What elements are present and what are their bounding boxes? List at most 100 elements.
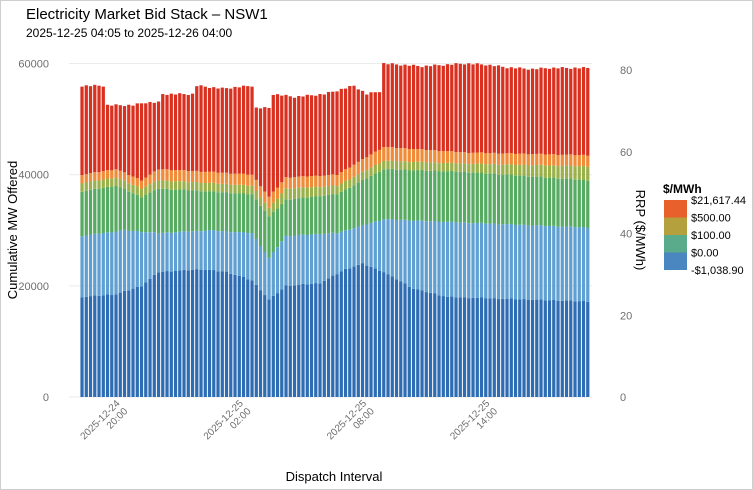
bar-segment (212, 191, 216, 231)
bar-segment (148, 278, 152, 397)
bar-segment (318, 187, 322, 197)
bar-segment (101, 86, 105, 172)
bar-segment (152, 171, 156, 182)
bar-segment (216, 271, 220, 397)
bar-segment (93, 180, 97, 189)
bar-segment (458, 171, 462, 223)
bar-segment (343, 180, 348, 190)
bar-segment (246, 194, 250, 234)
bar-segment (552, 165, 556, 178)
bar-segment (326, 278, 331, 397)
bar-segment (127, 175, 131, 184)
bar-segment (360, 159, 365, 172)
bar-segment (127, 290, 131, 397)
bar-segment (246, 174, 250, 186)
bar-segment (467, 153, 471, 165)
bar-segment (335, 274, 339, 397)
y2-tick-label: 20 (620, 310, 632, 322)
bar-segment (326, 174, 331, 187)
bar-segment (110, 295, 114, 397)
bar-segment (199, 269, 203, 397)
bar-segment (80, 86, 84, 176)
bar-segment (331, 232, 335, 276)
legend-label: $0.00 (691, 248, 719, 260)
bar-segment (428, 170, 433, 222)
bar-segment (488, 64, 492, 154)
bar-segment (526, 225, 530, 301)
bar-segment (280, 193, 284, 204)
bar-segment (80, 191, 84, 237)
bar-segment (505, 153, 509, 165)
bar-segment (156, 169, 161, 181)
bar-segment (88, 189, 93, 235)
bar-segment (547, 68, 552, 155)
bar-segment (331, 194, 335, 233)
bar-segment (199, 171, 203, 184)
bar-segment (428, 66, 433, 151)
bar-segment (437, 295, 441, 397)
bar-segment (195, 230, 199, 270)
y2-tick-label: 80 (620, 65, 632, 77)
bar-segment (445, 151, 450, 163)
bar-segment (484, 164, 488, 174)
bar-segment (394, 220, 399, 280)
bar-segment (186, 171, 190, 183)
bar-segment (343, 189, 348, 231)
bar-segment (475, 222, 479, 298)
y2-axis-label: RRP ($/MWh) (633, 190, 648, 271)
bar-segment (543, 165, 547, 178)
bar-segment (173, 189, 178, 233)
bar-segment (161, 232, 165, 272)
bar-segment (165, 271, 169, 397)
bar-segment (314, 233, 318, 284)
bar-segment (229, 273, 233, 397)
bar-interval (139, 103, 144, 397)
bar-segment (428, 221, 433, 293)
bar-segment (411, 288, 416, 397)
bar-segment (360, 171, 365, 180)
bar-interval (445, 64, 450, 397)
bar-segment (275, 293, 280, 397)
bar-segment (360, 179, 365, 225)
bar-interval (543, 68, 547, 397)
bar-segment (492, 152, 496, 164)
bar-segment (581, 226, 586, 301)
bar-segment (152, 274, 156, 397)
bar-segment (560, 154, 564, 166)
bar-segment (513, 175, 518, 225)
bar-segment (254, 199, 258, 239)
bar-interval (207, 88, 212, 397)
bar-segment (433, 293, 437, 397)
bar-interval (352, 85, 356, 397)
bar-segment (348, 167, 352, 180)
bar-segment (564, 300, 569, 397)
bar-segment (182, 269, 186, 397)
bar-interval (382, 63, 386, 397)
bar-segment (212, 270, 216, 397)
bar-segment (156, 180, 161, 189)
bar-segment (280, 241, 284, 290)
legend-title: $/MWh (663, 182, 702, 196)
bar-segment (377, 163, 382, 172)
bar-segment (246, 86, 250, 175)
bar-segment (518, 67, 522, 154)
bar-segment (399, 65, 403, 149)
bar-segment (97, 295, 101, 397)
bar-interval (305, 94, 309, 397)
bar-segment (190, 231, 195, 270)
bar-segment (539, 164, 543, 177)
bar-segment (93, 84, 97, 173)
bar-segment (509, 152, 513, 165)
bar-segment (450, 151, 454, 163)
y-tick-label: 20000 (18, 281, 49, 293)
bar-segment (203, 86, 207, 172)
bar-segment (254, 238, 258, 285)
bar-segment (513, 224, 518, 300)
bar-segment (390, 168, 394, 220)
bar-segment (101, 179, 105, 188)
bar-interval (195, 86, 199, 397)
bar-segment (467, 164, 471, 173)
bar-segment (339, 88, 343, 173)
bar-segment (373, 221, 377, 269)
bar-segment (139, 180, 144, 190)
